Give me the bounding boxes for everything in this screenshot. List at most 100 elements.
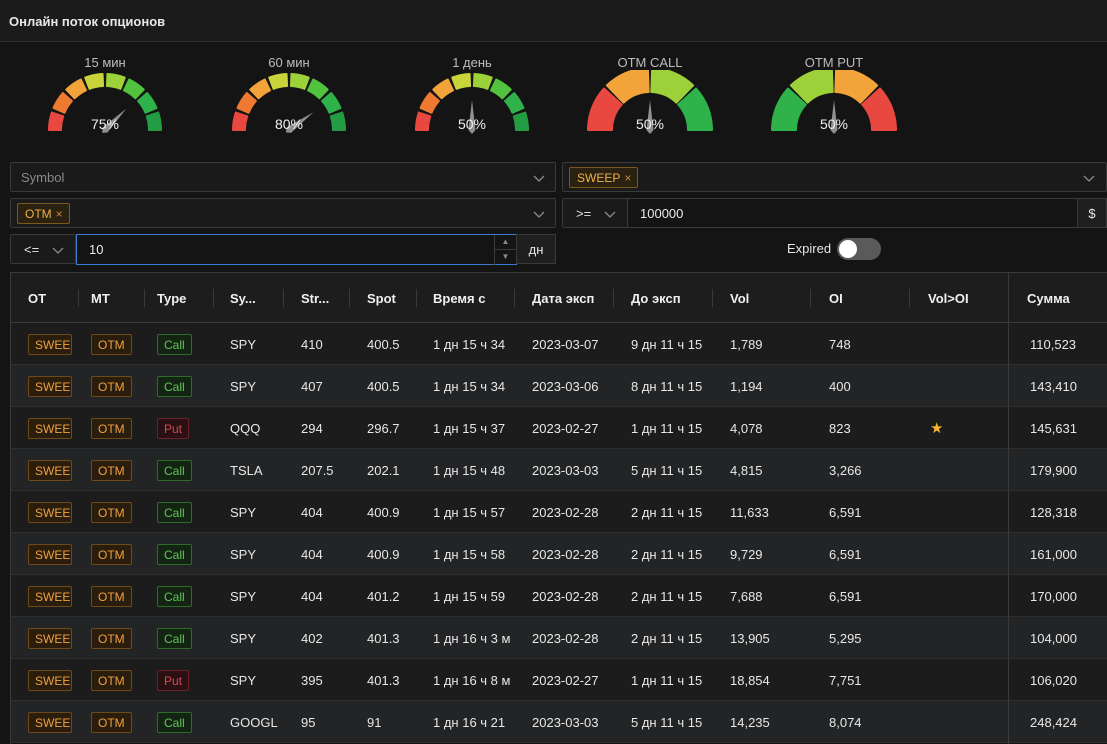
col-header-sum[interactable]: Сумма [1027,291,1070,306]
gauge-segment [587,87,623,131]
gauge-value: 50% [819,116,849,132]
cell-to-exp: 8 дн 11 ч 15 [631,379,703,394]
cell-spot: 400.5 [367,379,400,394]
table-row[interactable]: SWEEP OTM Call SPY 410 400.5 1 дн 15 ч 34 2023-… [11,323,1107,365]
moneyness-badge: OTM [91,334,132,355]
chevron-down-icon [533,211,545,218]
cell-exp-date: 2023-03-03 [532,715,599,730]
col-header-symbol[interactable]: Sy... [230,291,256,306]
close-icon[interactable]: × [55,207,63,221]
moneyness-badge: OTM [91,670,132,691]
cell-strike: 410 [301,337,323,352]
col-header-type[interactable]: Type [157,291,187,306]
table-row[interactable]: SWEEP OTM Call SPY 404 401.2 1 дн 15 ч 59 2023-… [11,575,1107,617]
days-input[interactable]: 10 ▲ ▼ [76,234,517,265]
cell-to-exp: 2 дн 11 ч 15 [631,505,703,520]
cell-vol: 14,235 [730,715,770,730]
gauge-dial [48,73,162,133]
days-unit-addon: дн [516,234,556,264]
gauge-dial [232,73,346,133]
gauge-label: OTM PUT [804,55,864,70]
table-row[interactable]: SWEEP OTM Call SPY 404 400.9 1 дн 15 ч 57 2023-… [11,491,1107,533]
table-row[interactable]: SWEEP OTM Put QQQ 294 296.7 1 дн 15 ч 37 2023-0… [11,407,1107,449]
cell-sum: 145,631 [1030,421,1077,436]
chevron-down-icon [1083,175,1095,182]
col-header-vol-oi[interactable]: Vol>OI [928,291,969,306]
cell-symbol: QQQ [230,421,261,436]
table-row[interactable]: SWEEP OTM Put SPY 395 401.3 1 дн 16 ч 8 м 2023-… [11,659,1107,701]
close-icon[interactable]: × [624,171,632,185]
gauge-segment [321,92,342,114]
cell-oi: 6,591 [829,547,862,562]
cell-to-exp: 1 дн 11 ч 15 [631,421,703,436]
col-header-ot[interactable]: OT [28,291,47,306]
col-header-oi[interactable]: OI [829,291,843,306]
days-stepper[interactable]: ▲ ▼ [494,235,516,265]
table-row[interactable]: SWEEP OTM Call TSLA 207.5 202.1 1 дн 15 ч 48 20… [11,449,1107,491]
col-header-spot[interactable]: Spot [367,291,396,306]
cell-exp-date: 2023-03-06 [532,379,599,394]
gauge-segment [605,70,650,104]
cell-sum: 110,523 [1030,337,1077,352]
table-row[interactable]: SWEEP OTM Call GOOGL 95 91 1 дн 16 ч 21 2023-03… [11,701,1107,743]
cell-to-exp: 1 дн 11 ч 15 [631,673,703,688]
premium-operator-select[interactable]: >= [562,198,628,228]
cell-exp-date: 2023-02-28 [532,631,599,646]
gauge-segment [419,92,440,114]
expired-toggle[interactable] [837,238,881,260]
order-type-badge: SWEEP [28,544,72,565]
col-header-exp-date[interactable]: Дата эксп [532,291,595,306]
gauge-segment [52,92,73,114]
cell-exp-date: 2023-03-03 [532,463,599,478]
moneyness-select[interactable]: OTM × [10,198,556,228]
cell-sum: 161,000 [1030,547,1077,562]
gauge-segment [307,78,329,100]
table-row[interactable]: SWEEP OTM Call SPY 402 401.3 1 дн 16 ч 3 м 2023… [11,617,1107,659]
chevron-up-icon[interactable]: ▲ [495,235,516,250]
cell-oi: 823 [829,421,851,436]
option-type-badge: Call [157,376,192,397]
cell-sum: 179,900 [1030,463,1077,478]
col-header-to-exp[interactable]: До эксп [631,291,681,306]
table-row[interactable]: SWEEP OTM Call SPY 407 400.5 1 дн 15 ч 34 2023-… [11,365,1107,407]
cell-strike: 294 [301,421,323,436]
column-divider [416,289,417,307]
gauge-dial [415,73,529,134]
gauge-segment [289,73,310,90]
moneyness-badge: OTM [91,544,132,565]
cell-exp-date: 2023-02-27 [532,673,599,688]
col-header-mt[interactable]: MT [91,291,110,306]
order-type-badge: SWEEP [28,376,72,397]
col-header-strike[interactable]: Str... [301,291,330,306]
cell-vol: 7,688 [730,589,763,604]
days-operator-select[interactable]: <= [10,234,76,264]
column-divider [349,289,350,307]
cell-strike: 95 [301,715,316,730]
cell-time: 1 дн 15 ч 37 [433,421,506,436]
gauge-segment [145,111,162,131]
col-header-time[interactable]: Время с [433,291,486,306]
chevron-down-icon [533,175,545,182]
table-row[interactable]: SWEEP OTM Call SPY 404 400.9 1 дн 15 ч 58 2023-… [11,533,1107,575]
order-type-badge: SWEEP [28,334,72,355]
symbol-select[interactable]: Symbol [10,162,556,192]
cell-sum: 143,410 [1030,379,1077,394]
gauge-otm-put: OTM PUT 50% [759,44,909,156]
cell-strike: 207.5 [301,463,334,478]
column-divider [514,289,515,307]
col-header-vol[interactable]: Vol [730,291,750,306]
cell-symbol: SPY [230,589,257,604]
cell-oi: 6,591 [829,505,862,520]
cell-exp-date: 2023-02-28 [532,505,599,520]
order-type-select[interactable]: SWEEP × [562,162,1107,192]
gauge-1day: 1 день 50% [397,44,547,156]
gauge-otm-call: OTM CALL 50% [575,44,725,156]
cell-strike: 395 [301,673,323,688]
order-type-badge: SWEEP [28,628,72,649]
moneyness-badge: OTM [91,628,132,649]
cell-exp-date: 2023-02-28 [532,589,599,604]
chevron-down-icon[interactable]: ▼ [501,252,510,261]
gauge-segment [432,78,454,100]
gauge-segment [789,70,834,104]
premium-input[interactable]: 100000 [627,198,1078,228]
